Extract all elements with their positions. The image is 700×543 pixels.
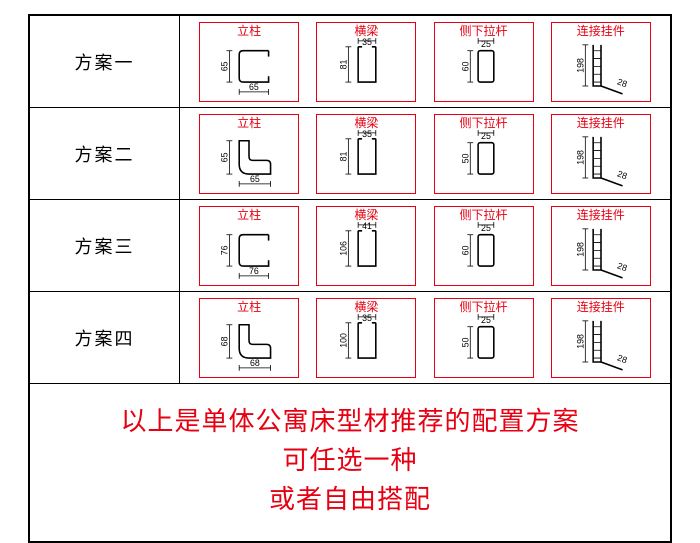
parts-cell: 立柱 65 65 横梁 81 35 侧下拉杆 50 25 连接挂件 <box>180 108 670 199</box>
profile-drawing: 198 28 <box>552 37 650 105</box>
part-title: 横梁 <box>354 25 378 37</box>
part-title: 连接挂件 <box>577 25 625 37</box>
parts-cell: 立柱 76 76横梁 10641 侧下拉杆 6025 连接挂 <box>180 200 670 291</box>
profile-drawing: 76 76 <box>200 221 298 289</box>
table-row: 方案二立柱 65 65横梁 8135 侧下拉杆 5025 连接挂件 <box>30 108 670 200</box>
svg-text:28: 28 <box>616 76 629 89</box>
part-box: 立柱 65 65 <box>199 22 299 102</box>
part-title: 侧下拉杆 <box>460 301 508 313</box>
part-box: 侧下拉杆 50 25 <box>434 114 534 194</box>
part-title: 侧下拉杆 <box>460 117 508 129</box>
part-title: 横梁 <box>354 301 378 313</box>
svg-text:25: 25 <box>481 38 491 48</box>
part-box: 立柱 68 68 <box>199 298 299 378</box>
svg-text:198: 198 <box>575 149 585 164</box>
part-title: 横梁 <box>354 209 378 221</box>
scheme-label: 方案一 <box>30 16 180 107</box>
svg-text:198: 198 <box>575 241 585 256</box>
svg-text:50: 50 <box>460 153 470 163</box>
svg-text:65: 65 <box>250 173 260 183</box>
part-box: 连接挂件 198 28 <box>551 206 651 286</box>
svg-text:60: 60 <box>460 245 470 255</box>
profile-drawing: 50 25 <box>435 129 533 197</box>
part-box: 立柱 65 65 <box>199 114 299 194</box>
part-box: 连接挂件 198 28 <box>551 298 651 378</box>
footer-line-1: 以上是单体公寓床型材推荐的配置方案 <box>30 402 670 441</box>
svg-text:68: 68 <box>250 357 260 367</box>
svg-text:35: 35 <box>362 313 372 323</box>
svg-text:50: 50 <box>460 337 470 347</box>
profile-drawing: 60 25 <box>435 37 533 105</box>
svg-text:65: 65 <box>249 81 259 91</box>
part-title: 立柱 <box>237 209 261 221</box>
part-box: 侧下拉杆 60 25 <box>434 206 534 286</box>
part-title: 立柱 <box>237 117 261 129</box>
part-title: 连接挂件 <box>577 301 625 313</box>
svg-text:25: 25 <box>481 130 491 140</box>
svg-text:76: 76 <box>249 265 259 275</box>
part-title: 立柱 <box>237 25 261 37</box>
svg-text:28: 28 <box>616 260 629 273</box>
profile-drawing: 60 25 <box>435 221 533 289</box>
svg-text:81: 81 <box>339 151 349 161</box>
svg-text:28: 28 <box>616 168 629 181</box>
svg-text:68: 68 <box>220 336 230 346</box>
table-row: 方案一立柱 65 65横梁 8135 侧下拉杆 6025 连 <box>30 16 670 108</box>
part-box: 连接挂件 198 28 <box>551 114 651 194</box>
svg-text:28: 28 <box>616 352 629 365</box>
svg-text:198: 198 <box>575 57 585 72</box>
part-title: 侧下拉杆 <box>460 25 508 37</box>
profile-drawing: 65 65 <box>200 37 298 105</box>
svg-text:106: 106 <box>339 240 349 255</box>
part-title: 立柱 <box>237 301 261 313</box>
spec-table: 方案一立柱 65 65横梁 8135 侧下拉杆 6025 连 <box>28 14 672 543</box>
part-title: 连接挂件 <box>577 209 625 221</box>
part-box: 立柱 76 76 <box>199 206 299 286</box>
profile-drawing: 65 65 <box>200 129 298 197</box>
svg-text:60: 60 <box>460 61 470 71</box>
parts-cell: 立柱 65 65 横梁 81 35 侧下拉杆 60 25 连接挂件 <box>180 16 670 107</box>
svg-text:41: 41 <box>362 221 372 231</box>
part-box: 侧下拉杆 50 25 <box>434 298 534 378</box>
scheme-label: 方案三 <box>30 200 180 291</box>
profile-drawing: 198 28 <box>552 313 650 381</box>
profile-drawing: 68 68 <box>200 313 298 381</box>
part-box: 横梁 81 35 <box>316 22 416 102</box>
part-box: 连接挂件 198 28 <box>551 22 651 102</box>
profile-drawing: 50 25 <box>435 313 533 381</box>
svg-text:65: 65 <box>220 61 230 71</box>
profile-drawing: 81 35 <box>317 129 415 197</box>
scheme-label: 方案二 <box>30 108 180 199</box>
svg-text:25: 25 <box>481 314 491 324</box>
table-row: 方案三立柱 76 76横梁 10641 侧下拉杆 6025 <box>30 200 670 292</box>
part-title: 横梁 <box>354 117 378 129</box>
profile-drawing: 198 28 <box>552 221 650 289</box>
profile-drawing: 100 35 <box>317 313 415 381</box>
scheme-label: 方案四 <box>30 292 180 383</box>
profile-drawing: 106 41 <box>317 221 415 289</box>
part-box: 横梁 100 35 <box>316 298 416 378</box>
part-title: 连接挂件 <box>577 117 625 129</box>
part-box: 横梁 81 35 <box>316 114 416 194</box>
footer-line-2: 可任选一种 <box>30 441 670 480</box>
svg-text:25: 25 <box>481 222 491 232</box>
part-box: 侧下拉杆 60 25 <box>434 22 534 102</box>
part-title: 侧下拉杆 <box>460 209 508 221</box>
svg-text:76: 76 <box>220 245 230 255</box>
svg-text:35: 35 <box>362 37 372 47</box>
svg-text:35: 35 <box>362 129 372 139</box>
part-box: 横梁 106 41 <box>316 206 416 286</box>
footer-note: 以上是单体公寓床型材推荐的配置方案 可任选一种 或者自由搭配 <box>30 384 670 541</box>
svg-text:198: 198 <box>575 333 585 348</box>
profile-drawing: 198 28 <box>552 129 650 197</box>
svg-text:81: 81 <box>339 59 349 69</box>
table-row: 方案四立柱 68 68横梁 10035 侧下拉杆 5025 连接挂件 <box>30 292 670 384</box>
parts-cell: 立柱 68 68 横梁 100 35 侧下拉杆 50 25 连接挂件 <box>180 292 670 383</box>
profile-drawing: 81 35 <box>317 37 415 105</box>
svg-text:100: 100 <box>339 332 349 347</box>
svg-text:65: 65 <box>220 152 230 162</box>
